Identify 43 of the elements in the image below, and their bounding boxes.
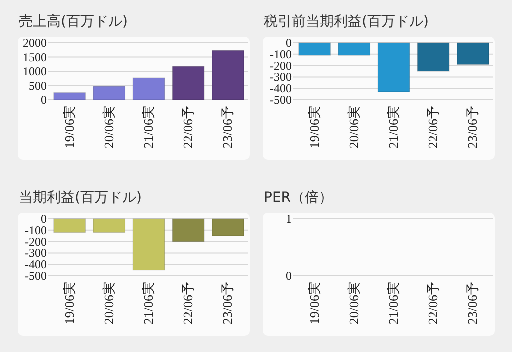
x-tick-label: 23/06予 (465, 106, 480, 149)
y-tick-label: -500 (270, 93, 292, 107)
x-tick-label: 22/06予 (180, 106, 196, 149)
x-tick-label: 21/06実 (141, 106, 156, 149)
chart-title: 売上高(百万ドル) (19, 14, 128, 30)
y-tick-label: -300 (25, 246, 47, 260)
y-tick-label: -200 (25, 234, 47, 249)
y-tick-label: 1 (286, 212, 292, 226)
x-tick-label: 19/06実 (306, 282, 322, 325)
x-tick-label: 21/06実 (386, 106, 401, 149)
y-tick-label: -200 (270, 58, 292, 73)
y-tick-label: -400 (25, 258, 47, 272)
x-tick-label: 22/06予 (426, 106, 441, 149)
x-tick-label: 23/06予 (465, 282, 480, 325)
x-tick-label: 20/06実 (101, 282, 116, 325)
y-tick-label: -100 (25, 223, 47, 238)
x-tick-label: 23/06予 (220, 282, 236, 325)
y-tick-label: 0 (41, 212, 47, 226)
chart-title: 税引前当期利益(百万ドル) (264, 14, 429, 30)
y-tick-label: 0 (286, 269, 292, 283)
chart-title: 当期利益(百万ドル) (19, 190, 142, 206)
x-tick-label: 20/06実 (346, 106, 362, 149)
x-tick-label: 22/06予 (426, 282, 441, 325)
x-tick-label: 22/06予 (180, 282, 196, 325)
y-tick-label: 0 (41, 93, 47, 107)
x-tick-label: 20/06実 (101, 106, 116, 149)
x-tick-label: 20/06実 (346, 282, 362, 325)
y-tick-label: 0 (286, 36, 292, 50)
y-tick-label: 1500 (23, 50, 47, 64)
y-tick-label: -100 (270, 47, 292, 62)
x-tick-label: 21/06実 (386, 282, 401, 325)
x-tick-label: 19/06実 (62, 106, 77, 149)
chart-title: PER（倍） (264, 190, 334, 206)
y-tick-label: 2000 (23, 36, 47, 50)
y-tick-label: -300 (270, 70, 292, 84)
x-tick-label: 23/06予 (220, 106, 236, 149)
y-tick-label: -500 (25, 269, 47, 283)
x-tick-label: 19/06実 (306, 106, 322, 149)
y-tick-label: 1000 (23, 64, 47, 78)
x-tick-label: 19/06実 (62, 282, 77, 325)
y-tick-label: 500 (29, 78, 47, 93)
x-tick-label: 21/06実 (141, 282, 156, 325)
y-tick-label: -400 (270, 82, 292, 96)
